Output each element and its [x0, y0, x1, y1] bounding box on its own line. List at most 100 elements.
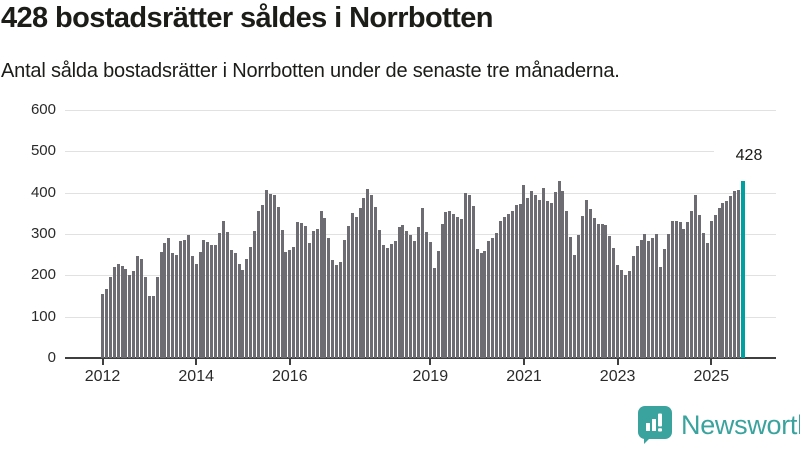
- bar: [475, 249, 479, 358]
- bar: [132, 271, 136, 358]
- bar: [495, 233, 499, 358]
- x-axis-label: 2019: [412, 368, 449, 385]
- bar: [417, 227, 421, 358]
- bar: [331, 260, 335, 358]
- bar: [311, 231, 315, 358]
- bar: [662, 249, 666, 358]
- bar: [666, 234, 670, 358]
- bar: [499, 221, 503, 358]
- bar: [175, 255, 179, 358]
- bar: [339, 262, 343, 358]
- bar: [424, 232, 428, 358]
- x-axis-tick: [616, 359, 619, 365]
- gridline: [65, 234, 776, 235]
- bar: [159, 252, 163, 358]
- bar: [701, 233, 705, 358]
- bar: [288, 250, 292, 358]
- bar: [737, 190, 741, 358]
- bar: [319, 211, 323, 358]
- bar: [432, 268, 436, 358]
- y-axis-label: 400: [30, 184, 56, 201]
- bar: [147, 296, 151, 358]
- bar: [190, 256, 194, 358]
- bar: [409, 235, 413, 358]
- bar: [631, 256, 635, 358]
- bar: [651, 238, 655, 358]
- bar: [182, 240, 186, 358]
- bar: [374, 207, 378, 358]
- bar: [163, 243, 167, 358]
- bar: [553, 192, 557, 358]
- chart-subtitle: Antal sålda bostadsrätter i Norrbotten u…: [1, 60, 620, 82]
- bar: [491, 238, 495, 358]
- bar: [561, 191, 565, 358]
- bar: [541, 188, 545, 358]
- x-axis-tick: [523, 359, 525, 365]
- bar: [128, 275, 132, 358]
- bar: [370, 195, 374, 358]
- bar: [300, 223, 304, 358]
- bar: [307, 243, 311, 358]
- bar: [584, 200, 588, 358]
- bar: [405, 231, 409, 358]
- bar: [413, 241, 417, 358]
- bar: [155, 277, 159, 358]
- bar: [487, 241, 491, 358]
- bar: [463, 193, 467, 358]
- brand-footer[interactable]: Newsworthy: [638, 405, 800, 445]
- y-axis-label: 0: [47, 349, 56, 366]
- y-axis-label: 500: [30, 142, 56, 159]
- bar: [729, 196, 733, 358]
- bar: [257, 211, 261, 358]
- x-axis-tick: [101, 359, 104, 365]
- bar: [214, 245, 218, 358]
- bar: [592, 218, 596, 358]
- bar: [627, 271, 631, 358]
- bar: [713, 215, 717, 358]
- gridline: [65, 275, 776, 276]
- bar: [682, 229, 686, 358]
- x-axis-label: 2021: [506, 368, 542, 385]
- bar: [581, 216, 584, 358]
- bar: [264, 190, 268, 358]
- bar: [655, 234, 659, 358]
- bar: [327, 238, 331, 358]
- bar: [698, 215, 702, 358]
- bar: [612, 248, 616, 358]
- bar: [608, 236, 612, 358]
- bar: [694, 195, 698, 358]
- bar: [421, 208, 424, 358]
- bar: [346, 226, 350, 358]
- x-axis-label: 2016: [272, 368, 308, 385]
- gridline: [65, 317, 776, 318]
- bar: [565, 211, 569, 358]
- bar: [401, 225, 405, 358]
- bar: [639, 240, 643, 358]
- bar: [440, 224, 444, 358]
- bar: [140, 259, 144, 358]
- x-axis-label: 2025: [693, 368, 730, 385]
- bar: [620, 270, 624, 358]
- bar: [725, 201, 729, 358]
- x-axis-tick: [288, 359, 291, 365]
- bar-value-annotation: 428: [714, 147, 784, 165]
- bar: [225, 232, 229, 358]
- bar: [616, 265, 620, 358]
- bar: [245, 259, 249, 358]
- bar: [249, 247, 253, 358]
- newsworthy-logo-icon: [638, 406, 672, 444]
- bar: [206, 242, 210, 358]
- bar: [284, 252, 288, 358]
- x-axis-label: 2014: [178, 368, 214, 385]
- bar: [143, 277, 147, 358]
- bar: [647, 241, 651, 358]
- bar: [381, 245, 385, 358]
- bar: [233, 253, 237, 358]
- bar: [210, 245, 214, 358]
- bar: [124, 269, 128, 358]
- bar: [167, 238, 171, 358]
- bar: [569, 237, 573, 358]
- bar: [518, 204, 522, 358]
- bar: [604, 225, 608, 358]
- x-axis-tick: [195, 359, 198, 365]
